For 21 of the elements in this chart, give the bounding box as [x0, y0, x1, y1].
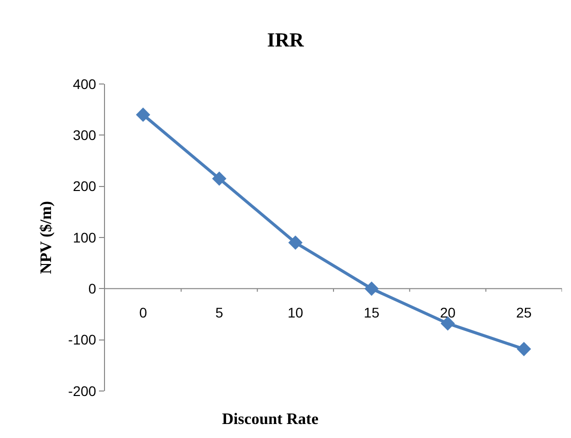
point [288, 235, 303, 250]
point [212, 172, 226, 186]
y-tick-label: 100 [72, 229, 96, 246]
x-tick-label: 20 [440, 304, 456, 321]
x-tick-label: 0 [139, 304, 148, 321]
point [516, 342, 532, 356]
y-axis-title: NPV ($/m) [38, 200, 56, 274]
x-tick-label: 5 [215, 304, 224, 321]
chart-title: IRR [267, 29, 304, 52]
x-axis-title: Discount Rate [222, 411, 318, 428]
x-tick-label: 10 [288, 304, 304, 321]
point [364, 282, 379, 296]
y-tick-label: 200 [72, 178, 96, 194]
point [136, 108, 150, 122]
x-tick-label: 25 [516, 304, 532, 321]
y-tick-label: 0 [88, 280, 96, 297]
y-tick-label: 300 [72, 127, 96, 144]
y-tick-label: 400 [72, 76, 96, 92]
x-tick-label: 15 [364, 304, 380, 321]
y-tick-label: -200 [68, 382, 96, 399]
y-tick-label: -100 [68, 332, 96, 348]
